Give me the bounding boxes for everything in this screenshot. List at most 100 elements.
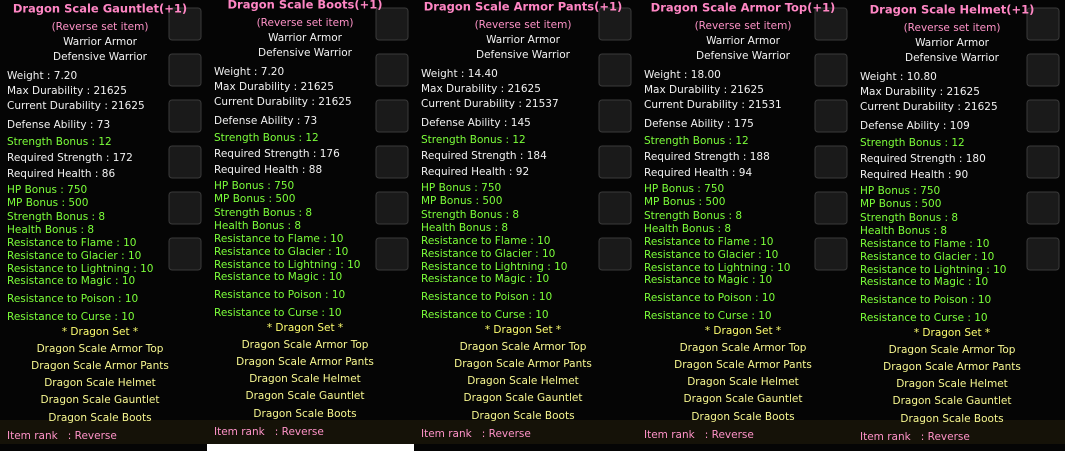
bonus-line: Resistance to Curse : 10	[644, 310, 772, 322]
item-title: Dragon Scale Gauntlet(+1)	[13, 2, 187, 16]
bonus-line: Resistance to Poison : 10	[7, 293, 138, 305]
stat-line: Max Durability : 21625	[214, 81, 334, 93]
stat-line: Weight : 10.80	[860, 71, 937, 83]
bonus-line: Resistance to Magic : 10	[860, 276, 988, 288]
item-rank: Item rank : Reverse	[421, 428, 531, 440]
inventory-slot	[598, 7, 632, 41]
bonus-line: HP Bonus : 750	[644, 183, 724, 195]
stat-line: Weight : 7.20	[214, 66, 284, 78]
armor-class: Warrior Armor	[915, 37, 990, 49]
upgrade-bonus: Strength Bonus : 12	[214, 132, 319, 144]
set-item: Dragon Scale Boots	[471, 410, 574, 422]
bonus-line: MP Bonus : 500	[644, 196, 725, 208]
set-title: * Dragon Set *	[485, 324, 561, 336]
inventory-slot	[375, 237, 409, 271]
armor-class: Warrior Armor	[63, 36, 138, 48]
inventory-slot	[814, 237, 848, 271]
bonus-line: Strength Bonus : 8	[860, 212, 958, 224]
bonus-line: Resistance to Lightning : 10	[7, 263, 153, 275]
hotbar	[414, 420, 637, 444]
stat-line: Max Durability : 21625	[421, 83, 541, 95]
bonus-line: HP Bonus : 750	[860, 185, 940, 197]
bonus-line: Health Bonus : 8	[421, 222, 508, 234]
inventory-slot	[168, 53, 202, 87]
set-item: Dragon Scale Armor Pants	[674, 359, 812, 371]
stat-line: Current Durability : 21625	[214, 96, 352, 108]
requirement-line: Required Strength : 184	[421, 150, 547, 162]
bonus-line: Resistance to Flame : 10	[860, 238, 989, 250]
inventory-slot	[598, 99, 632, 133]
set-item: Dragon Scale Armor Top	[242, 339, 369, 351]
set-item: Dragon Scale Helmet	[249, 373, 361, 385]
item-title: Dragon Scale Boots(+1)	[228, 0, 383, 12]
bonus-line: Resistance to Magic : 10	[7, 275, 135, 287]
bonus-line: Health Bonus : 8	[7, 224, 94, 236]
inventory-slot	[814, 7, 848, 41]
bonus-line: HP Bonus : 750	[421, 182, 501, 194]
bonus-line: Resistance to Magic : 10	[214, 271, 342, 283]
item-rank: Item rank : Reverse	[214, 426, 324, 438]
inventory-slot	[1026, 99, 1060, 133]
bonus-line: Resistance to Curse : 10	[860, 312, 988, 324]
item-rank: Item rank : Reverse	[644, 429, 754, 441]
hotbar	[853, 420, 1065, 444]
requirement-line: Required Health : 88	[214, 164, 322, 176]
set-title: * Dragon Set *	[62, 326, 138, 338]
bonus-line: Strength Bonus : 8	[214, 207, 312, 219]
stat-line: Defense Ability : 145	[421, 117, 531, 129]
inventory-slot	[1026, 191, 1060, 225]
hotbar	[207, 420, 414, 444]
inventory-slot	[814, 145, 848, 179]
item-tooltip: Dragon Scale Gauntlet(+1) (Reverse set it…	[0, 0, 207, 451]
item-tooltip: Dragon Scale Helmet(+1) (Reverse set item…	[853, 0, 1065, 451]
inventory-slot	[168, 237, 202, 271]
set-item: Dragon Scale Gauntlet	[246, 390, 365, 402]
inventory-slot	[168, 145, 202, 179]
item-tooltip: Dragon Scale Armor Pants(+1) (Reverse set…	[414, 0, 637, 451]
upgrade-bonus: Strength Bonus : 12	[644, 135, 749, 147]
hotbar	[0, 420, 207, 444]
inventory-slot	[168, 99, 202, 133]
stat-line: Defense Ability : 73	[7, 119, 110, 131]
inventory-slot	[598, 53, 632, 87]
bonus-line: Resistance to Curse : 10	[214, 307, 342, 319]
set-item: Dragon Scale Helmet	[44, 377, 156, 389]
stat-line: Max Durability : 21625	[644, 84, 764, 96]
bonus-line: Resistance to Magic : 10	[421, 273, 549, 285]
stat-line: Current Durability : 21531	[644, 99, 782, 111]
bonus-line: MP Bonus : 500	[214, 193, 295, 205]
item-tooltip: Dragon Scale Armor Top(+1) (Reverse set i…	[637, 0, 853, 451]
set-item: Dragon Scale Boots	[691, 411, 794, 423]
upgrade-bonus: Strength Bonus : 12	[7, 136, 112, 148]
item-rank: Item rank : Reverse	[860, 431, 970, 443]
set-item: Dragon Scale Armor Pants	[883, 361, 1021, 373]
job: Defensive Warrior	[696, 50, 791, 62]
inventory-slot	[1026, 237, 1060, 271]
stat-line: Weight : 7.20	[7, 70, 77, 82]
set-tag: (Reverse set item)	[695, 20, 792, 32]
job: Defensive Warrior	[258, 47, 353, 59]
stat-line: Current Durability : 21537	[421, 98, 559, 110]
set-item: Dragon Scale Boots	[253, 408, 356, 420]
job: Defensive Warrior	[53, 51, 148, 63]
requirement-line: Required Health : 92	[421, 166, 529, 178]
set-item: Dragon Scale Boots	[48, 412, 151, 424]
inventory-slot	[375, 99, 409, 133]
set-item: Dragon Scale Helmet	[467, 375, 579, 387]
bonus-line: Resistance to Lightning : 10	[644, 262, 790, 274]
bonus-line: Health Bonus : 8	[860, 225, 947, 237]
job: Defensive Warrior	[905, 52, 1000, 64]
item-title: Dragon Scale Armor Top(+1)	[651, 1, 836, 15]
inventory-slot	[814, 99, 848, 133]
set-item: Dragon Scale Gauntlet	[684, 393, 803, 405]
stat-line: Weight : 18.00	[644, 69, 721, 81]
inventory-slot	[814, 53, 848, 87]
hotbar	[637, 420, 853, 444]
requirement-line: Required Health : 90	[860, 169, 968, 181]
stat-line: Max Durability : 21625	[7, 85, 127, 97]
inventory-slot	[814, 191, 848, 225]
stat-line: Max Durability : 21625	[860, 86, 980, 98]
bonus-line: MP Bonus : 500	[421, 195, 502, 207]
set-item: Dragon Scale Gauntlet	[893, 395, 1012, 407]
